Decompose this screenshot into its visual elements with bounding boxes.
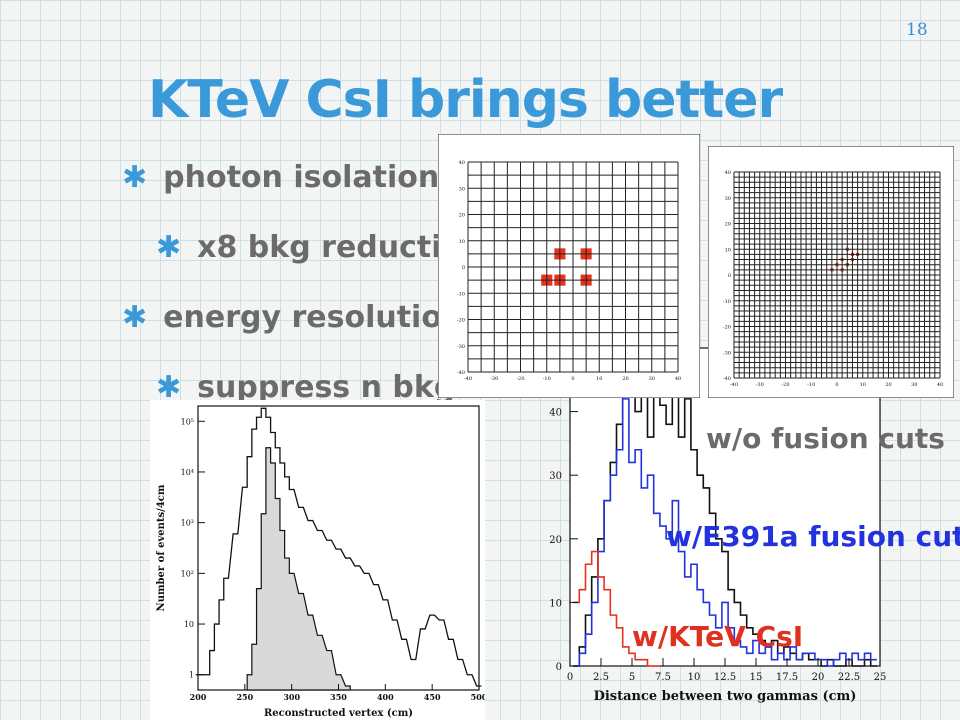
x-tick-label: 10 — [688, 672, 701, 683]
x-tick-label: 400 — [377, 692, 394, 702]
x-tick-label: 0 — [571, 376, 574, 382]
y-tick-label: -10 — [457, 291, 465, 297]
series-ktev-csi — [573, 550, 660, 667]
series-selected-events — [246, 447, 351, 691]
y-tick-label: 40 — [549, 408, 562, 419]
y-axis-label: Number of events/4cm — [156, 484, 167, 611]
y-tick-label: -10 — [723, 299, 731, 305]
x-axis-label: Reconstructed vertex (cm) — [264, 708, 413, 719]
x-tick-label: 12.5 — [714, 672, 736, 683]
x-tick-label: 250 — [236, 692, 253, 702]
asterisk-icon: ✱ — [122, 300, 148, 335]
y-tick-label: 10² — [181, 569, 194, 578]
annotation-no-fusion: w/o fusion cuts — [706, 422, 945, 455]
y-tick-label: 10 — [549, 598, 562, 609]
x-tick-label: 30 — [911, 382, 917, 388]
gamma-distance-chart: 02.557.51012.51517.52022.52501020304050D… — [528, 334, 887, 704]
y-tick-label: -40 — [457, 370, 465, 376]
y-tick-label: 1 — [189, 671, 194, 680]
x-tick-label: -40 — [730, 382, 738, 388]
y-tick-label: 0 — [728, 273, 731, 279]
bullet-text: photon isolation — [163, 160, 440, 195]
bullet-text: suppress n bkg — [197, 370, 456, 405]
slide-title: KTeV CsI brings better — [148, 70, 783, 130]
x-tick-label: 500 — [471, 692, 485, 702]
y-tick-label: 20 — [549, 535, 562, 546]
annotation-e391a-fusion: w/E391a fusion cut — [666, 520, 960, 553]
y-tick-label: 10 — [725, 247, 731, 253]
x-tick-label: 0 — [835, 382, 838, 388]
chart-frame — [438, 134, 700, 398]
x-tick-label: 15 — [750, 672, 763, 683]
y-tick-label: 30 — [459, 186, 465, 192]
bullet-suppress-n-bkg: ✱ suppress n bkg — [156, 370, 455, 405]
x-tick-label: 350 — [330, 692, 347, 702]
y-tick-label: 10 — [184, 620, 194, 629]
y-tick-label: 30 — [549, 471, 562, 482]
x-tick-label: 30 — [649, 376, 655, 382]
calorimeter-coarse-chart: -40 -30 -20 -10 0 10 20 30 40 -40 -30 -20 -10 0 10 20 30… — [438, 134, 700, 398]
y-tick-label: 40 — [459, 160, 465, 166]
x-tick-label: -10 — [543, 376, 551, 382]
y-tick-label: 40 — [725, 170, 731, 176]
x-tick-label: 22.5 — [838, 672, 860, 683]
y-tick-label: 10³ — [181, 519, 194, 528]
y-tick-label: -30 — [457, 344, 465, 350]
y-tick-label: 10⁴ — [181, 468, 194, 477]
x-tick-label: 25 — [874, 672, 887, 683]
y-tick-label: 10 — [459, 239, 465, 245]
x-tick-label: 40 — [937, 382, 943, 388]
calorimeter-fine-chart: -40 -30 -20 -10 0 10 20 30 40 -40 -30 -20 -10 0 10 20 30… — [708, 146, 954, 398]
y-tick-label: -30 — [723, 350, 731, 356]
x-tick-label: 7.5 — [655, 672, 671, 683]
x-axis-label: Distance between two gammas (cm) — [594, 689, 857, 704]
x-tick-label: -10 — [807, 382, 815, 388]
x-tick-label: 450 — [424, 692, 441, 702]
x-tick-label: 20 — [885, 382, 891, 388]
x-tick-label: 300 — [283, 692, 300, 702]
y-tick-label: 30 — [725, 196, 731, 202]
asterisk-icon: ✱ — [122, 160, 148, 195]
asterisk-icon: ✱ — [156, 370, 182, 405]
x-tick-label: 20 — [622, 376, 628, 382]
x-tick-label: 2.5 — [593, 672, 609, 683]
x-tick-label: 0 — [567, 672, 573, 683]
page-number: 18 — [906, 20, 928, 40]
x-tick-label: 10 — [596, 376, 602, 382]
bullet-bkg-reduction: ✱ x8 bkg reduction — [156, 230, 484, 265]
y-tick-label: 0 — [462, 265, 465, 271]
x-tick-label: -20 — [516, 376, 524, 382]
x-tick-label: -30 — [490, 376, 498, 382]
x-tick-label: 200 — [190, 692, 207, 702]
y-tick-label: -40 — [723, 376, 731, 382]
chart-frame — [708, 146, 954, 398]
series-all-events — [195, 407, 482, 687]
x-tick-label: 20 — [812, 672, 825, 683]
x-tick-label: -20 — [781, 382, 789, 388]
bullet-energy-resolution: ✱ energy resolution — [122, 300, 463, 335]
y-tick-label: -20 — [723, 325, 731, 331]
vertex-distribution-chart: 200 250 300 350 400 450 500 1 10 10² 10³ 10⁴ 10⁵ Reco… — [150, 400, 485, 720]
series-e391a-fusion-cut — [573, 398, 877, 667]
asterisk-icon: ✱ — [156, 230, 182, 265]
x-tick-label: 40 — [675, 376, 681, 382]
plot-frame — [569, 347, 881, 667]
y-tick-label: 20 — [459, 213, 465, 219]
x-tick-label: 10 — [860, 382, 866, 388]
y-tick-label: -20 — [457, 318, 465, 324]
x-tick-label: -30 — [756, 382, 764, 388]
bullet-text: x8 bkg reduction — [197, 230, 484, 265]
y-tick-label: 10⁵ — [181, 417, 194, 426]
y-tick-label: 20 — [725, 222, 731, 228]
x-tick-label: 17.5 — [776, 672, 798, 683]
annotation-ktev-csi: w/KTeV CsI — [632, 620, 804, 653]
y-tick-label: 0 — [556, 662, 562, 673]
bullet-photon-isolation: ✱ photon isolation — [122, 160, 439, 195]
bullet-text: energy resolution — [163, 300, 464, 335]
x-tick-label: -40 — [464, 376, 472, 382]
x-tick-label: 5 — [629, 672, 635, 683]
